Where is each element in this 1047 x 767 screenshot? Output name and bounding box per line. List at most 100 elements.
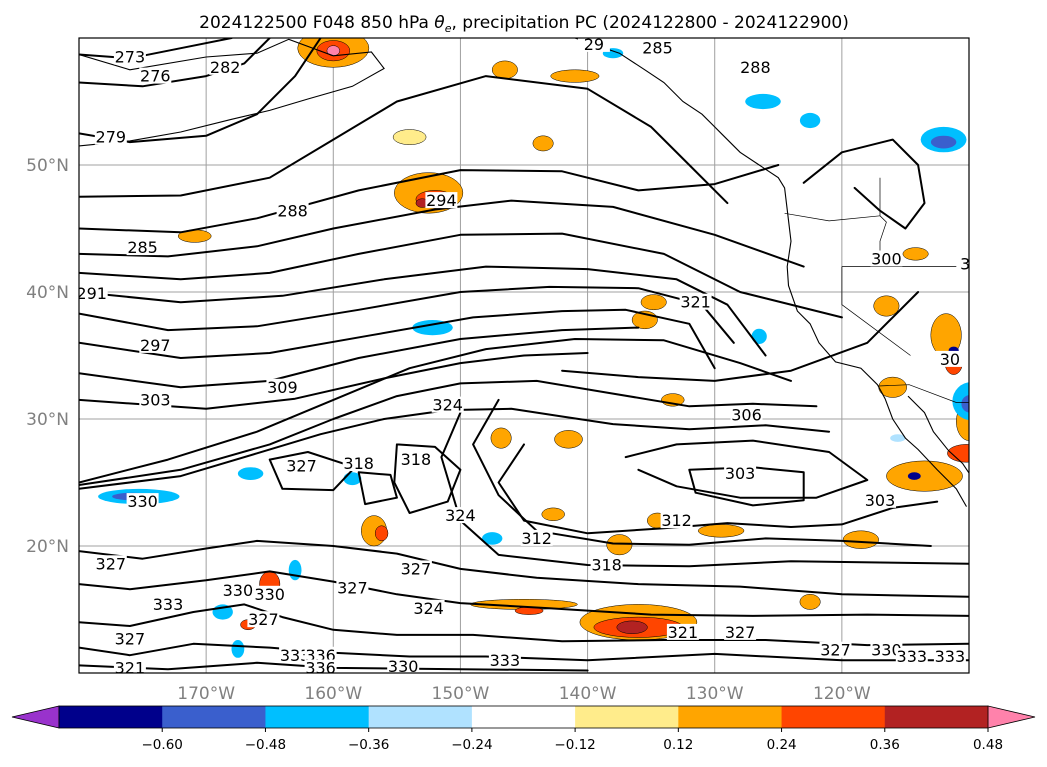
contour-label: 330 bbox=[254, 585, 285, 604]
theta-e-contours bbox=[79, 38, 969, 672]
contour-label: 327 bbox=[725, 623, 756, 642]
theta-e-contour-line bbox=[79, 338, 792, 484]
contour-label-bg bbox=[660, 512, 693, 529]
contour-label: 279 bbox=[96, 128, 127, 147]
colorbar-extend-low bbox=[11, 705, 60, 729]
contour-label: 333 bbox=[935, 647, 966, 666]
precip-pc-cell bbox=[374, 525, 389, 542]
contour-label-bg bbox=[431, 396, 464, 413]
theta-e-contour-line bbox=[79, 642, 969, 662]
contour-label: 327 bbox=[286, 457, 317, 476]
state-border bbox=[879, 177, 887, 267]
contour-label: 294 bbox=[426, 191, 457, 210]
theta-e-contour-line bbox=[624, 439, 869, 499]
contour-label-bg bbox=[113, 630, 146, 647]
contour-label-bg bbox=[126, 239, 159, 256]
contour-label-bg bbox=[870, 250, 903, 267]
latitude-labels: 50°N 40°N 30°N 20°N bbox=[26, 156, 69, 557]
colorbar-segment bbox=[884, 706, 989, 728]
contour-label-bg bbox=[895, 648, 928, 664]
contour-label: 330 bbox=[127, 492, 158, 511]
contour-label: 282 bbox=[210, 58, 241, 77]
precip-pc-cell bbox=[697, 524, 745, 538]
colorbar-tick-label: 0.12 bbox=[663, 737, 693, 753]
contour-label: 273 bbox=[115, 48, 146, 67]
contour-label-bg bbox=[444, 507, 477, 524]
contour-label: 291 bbox=[76, 284, 107, 303]
precip-pc-cell bbox=[799, 594, 821, 610]
contour-label-bg bbox=[285, 457, 318, 474]
lon-label: 140°W bbox=[559, 684, 617, 704]
contour-label: 327 bbox=[115, 629, 146, 648]
contour-label: 327 bbox=[401, 559, 432, 578]
theta-e-contour-line bbox=[393, 443, 462, 514]
contour-label: 309 bbox=[267, 378, 298, 397]
colorbar-segment bbox=[575, 706, 679, 728]
alaska-coastline-path bbox=[79, 38, 385, 147]
precip-pc-cell bbox=[491, 60, 518, 79]
contour-label-bg bbox=[276, 202, 309, 219]
theta-e-contour-line bbox=[357, 471, 398, 506]
colorbar-segment bbox=[471, 706, 576, 728]
theta-e-contour-line bbox=[79, 199, 805, 268]
contour-label-bg bbox=[221, 582, 254, 598]
precip-pc-cell bbox=[890, 434, 906, 442]
theta-e-contour-line bbox=[79, 38, 233, 60]
precip-pc-cell bbox=[640, 294, 667, 311]
contour-label-bg bbox=[666, 623, 699, 640]
contour-label: 303 bbox=[140, 391, 171, 410]
state-border bbox=[784, 212, 881, 222]
contour-label-bg bbox=[342, 455, 375, 471]
colorbar-segment bbox=[59, 706, 163, 728]
theta-e-contour-line bbox=[561, 291, 920, 382]
contour-label: 324 bbox=[432, 396, 463, 415]
contour-label-bg bbox=[152, 596, 184, 612]
contour-label: 276 bbox=[140, 67, 171, 86]
lon-label: 120°W bbox=[813, 684, 871, 704]
us-mexico-border bbox=[878, 384, 969, 403]
contour-label: 330 bbox=[871, 641, 902, 660]
contour-label-bg bbox=[266, 378, 299, 395]
colorbar-tick-label: −0.12 bbox=[554, 737, 595, 753]
precip-pc-cell bbox=[799, 112, 821, 129]
contour-label-bg bbox=[724, 623, 757, 640]
precip-pc-cell bbox=[554, 430, 583, 449]
theta-e-contour-line bbox=[79, 232, 843, 319]
contour-label-bg bbox=[304, 659, 337, 673]
precip-pc-cell bbox=[842, 530, 879, 549]
contour-label-bg bbox=[387, 658, 420, 673]
precip-pc-cell bbox=[412, 320, 453, 336]
colorbar-extend-high bbox=[987, 705, 1036, 729]
colorbar-tick-label: −0.60 bbox=[142, 737, 183, 753]
contour-label-bg bbox=[139, 391, 172, 408]
chart-title: 2024122500 F048 850 hPa θe, precipitatio… bbox=[199, 13, 849, 35]
theta-e-contour-line bbox=[79, 379, 818, 486]
contour-label: 327 bbox=[337, 579, 368, 598]
contour-label: 333 bbox=[490, 651, 521, 670]
contour-label-bg bbox=[113, 659, 146, 673]
precip-pc-cell bbox=[886, 460, 963, 492]
precip-pc-cell bbox=[961, 394, 969, 413]
contour-label-bg bbox=[139, 67, 172, 84]
contour-label: 330 bbox=[388, 657, 419, 676]
colorbar-segment bbox=[368, 706, 473, 728]
contour-label: 324 bbox=[413, 599, 444, 618]
contour-label-bg bbox=[139, 336, 172, 353]
theta-e-contour-line bbox=[79, 38, 271, 88]
contour-label: 321 bbox=[115, 659, 146, 678]
contour-label: 288 bbox=[277, 201, 308, 220]
contour-label-bg bbox=[933, 648, 966, 664]
precip-pc-cell bbox=[392, 129, 427, 145]
contour-label: 327 bbox=[820, 641, 851, 660]
gulf-coastline-path bbox=[907, 395, 969, 474]
contour-label-bg bbox=[399, 560, 432, 577]
colorbar-tick-label: −0.48 bbox=[245, 737, 286, 753]
contour-label: 306 bbox=[731, 406, 762, 425]
colorbar-tick-label: 0.48 bbox=[973, 737, 1003, 753]
contour-label: 312 bbox=[521, 529, 552, 548]
contour-label-bg bbox=[412, 599, 445, 616]
theta-e-contour-line bbox=[79, 308, 716, 370]
precip-pc-cell bbox=[550, 69, 600, 83]
contour-label-bg bbox=[819, 641, 852, 658]
